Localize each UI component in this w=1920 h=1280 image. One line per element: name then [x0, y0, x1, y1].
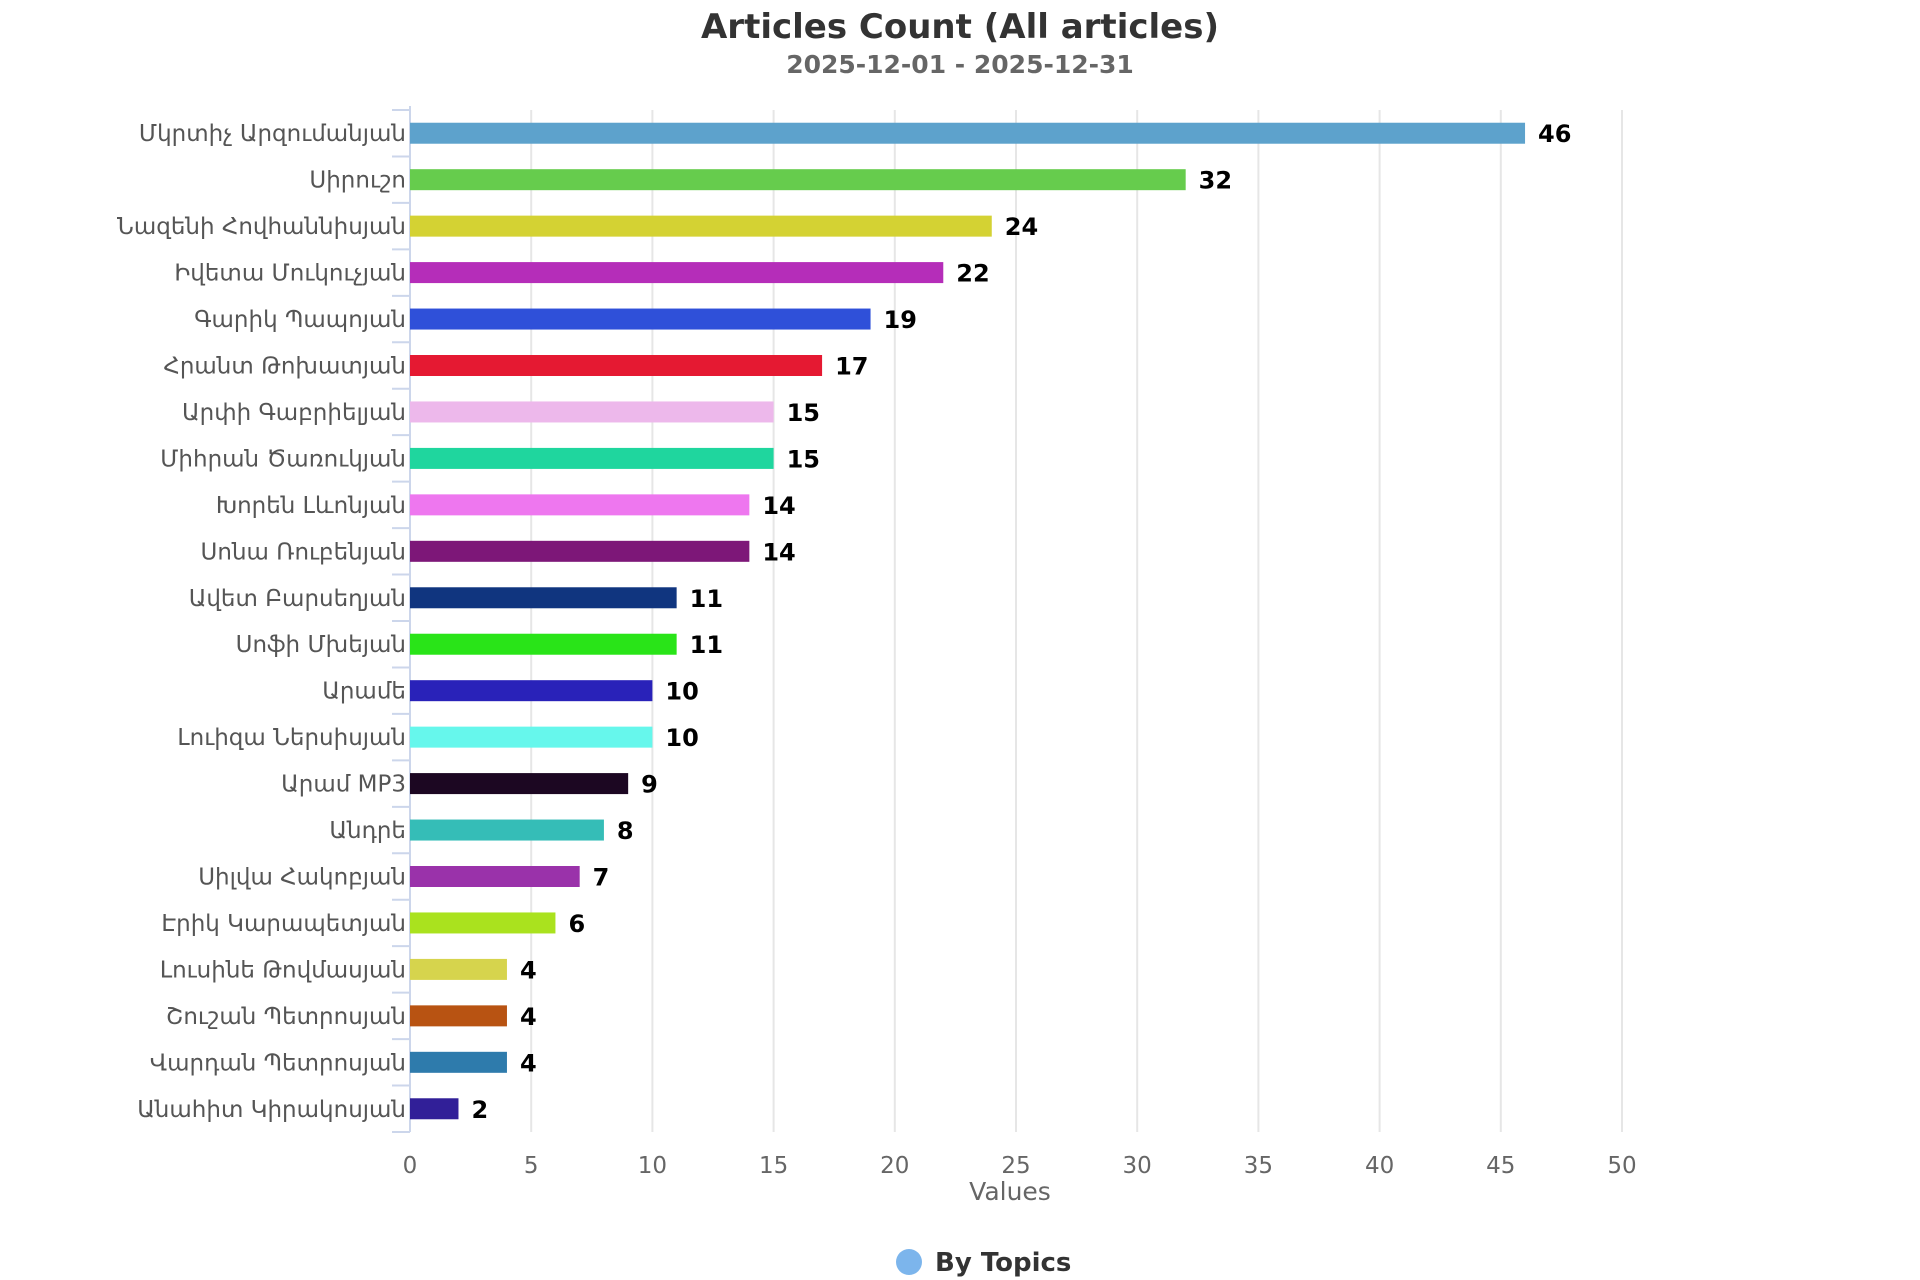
bar[interactable]	[410, 494, 750, 516]
data-label: 7	[593, 864, 610, 892]
x-tick-label: 40	[1365, 1153, 1394, 1179]
category-label: Իվետա Մուկուչյան	[174, 261, 406, 287]
bar[interactable]	[410, 401, 774, 423]
data-label: 15	[787, 445, 820, 473]
bar[interactable]	[410, 169, 1186, 191]
data-label: 9	[641, 771, 658, 799]
bar[interactable]	[410, 726, 653, 748]
bar[interactable]	[410, 540, 750, 562]
data-label: 17	[835, 353, 868, 381]
data-label: 10	[665, 678, 698, 706]
bar[interactable]	[410, 1005, 507, 1027]
x-tick-label: 5	[524, 1153, 539, 1179]
data-label: 4	[520, 956, 537, 984]
category-label: Արամ MP3	[281, 772, 406, 798]
x-tick-label: 15	[759, 1153, 788, 1179]
data-label: 6	[568, 910, 585, 938]
category-label: Ավետ Բարսեղյան	[189, 586, 406, 612]
category-label: Միհրան Ծառուկյան	[160, 446, 406, 472]
category-label: Անդրե	[329, 818, 406, 844]
category-label: Լուսինե Թովմասյան	[160, 957, 406, 983]
bar[interactable]	[410, 122, 1526, 144]
data-label: 19	[884, 306, 917, 334]
bar[interactable]	[410, 912, 556, 934]
category-label: Խորեն Լևոնյան	[216, 493, 406, 519]
data-label: 46	[1538, 120, 1571, 148]
bar[interactable]	[410, 355, 823, 376]
legend[interactable]: By Topics	[896, 1248, 1071, 1278]
category-label: Անահիտ Կիրակոսյան	[137, 1097, 406, 1123]
x-tick-label: 45	[1486, 1153, 1515, 1179]
data-label: 11	[690, 631, 723, 659]
category-label: Գարիկ Պապոյան	[194, 307, 406, 333]
category-labels: Մկրտիչ Արզումանյան Սիրուշո Նազենի Հովհաննի…	[117, 121, 406, 1123]
category-label: Սոնա Ռուբենյան	[201, 539, 406, 565]
category-label: Մկրտիչ Արզումանյան	[139, 121, 406, 147]
bar[interactable]	[410, 1098, 459, 1120]
data-label: 32	[1199, 167, 1232, 195]
data-label: 11	[690, 585, 723, 613]
bar[interactable]	[410, 680, 653, 702]
data-label: 14	[762, 492, 795, 520]
bar[interactable]	[410, 587, 677, 609]
x-axis-tick-labels: 0 5 10 15 20 25 30 35 40 45 50	[403, 1153, 1637, 1179]
data-label: 15	[787, 399, 820, 427]
data-label: 4	[520, 1049, 537, 1077]
bar[interactable]	[410, 1051, 507, 1073]
x-tick-label: 20	[880, 1153, 909, 1179]
x-tick-label: 50	[1607, 1153, 1636, 1179]
bar[interactable]	[410, 866, 580, 887]
x-tick-label: 25	[1001, 1153, 1030, 1179]
category-label: Սոֆի Մխեյան	[236, 632, 406, 658]
category-label: Արփի Գաբրիելյան	[182, 400, 406, 426]
x-tick-label: 0	[403, 1153, 418, 1179]
category-label: Վարդան Պետրոսյան	[150, 1050, 406, 1076]
x-tick-label: 30	[1123, 1153, 1152, 1179]
category-label: Լուիզա Ներսիսյան	[177, 725, 406, 751]
bar-series	[410, 122, 1526, 1120]
chart-title: Articles Count (All articles)	[701, 7, 1219, 47]
category-label: Հրանտ Թոխատյան	[163, 354, 406, 380]
category-label: Արամե	[322, 679, 406, 705]
data-label: 4	[520, 1003, 537, 1031]
data-label: 2	[471, 1096, 488, 1124]
data-label: 8	[617, 817, 634, 845]
category-label: Շուշան Պետրոսյան	[166, 1004, 406, 1030]
data-label: 14	[762, 538, 795, 566]
category-label: Սիլվա Հակոբյան	[198, 865, 406, 891]
legend-marker	[896, 1249, 922, 1275]
legend-label: By Topics	[935, 1248, 1071, 1278]
x-tick-label: 35	[1244, 1153, 1273, 1179]
chart-subtitle: 2025-12-01 - 2025-12-31	[786, 50, 1134, 79]
bar[interactable]	[410, 262, 944, 284]
data-label: 10	[665, 724, 698, 752]
data-label: 24	[1005, 213, 1038, 241]
category-label: Նազենի Հովհաննիսյան	[117, 214, 406, 240]
x-axis-title: Values	[969, 1177, 1051, 1206]
bar[interactable]	[410, 773, 629, 795]
bar[interactable]	[410, 958, 507, 980]
x-tick-label: 10	[638, 1153, 667, 1179]
bar[interactable]	[410, 308, 871, 330]
category-label: Սիրուշո	[309, 168, 406, 194]
bar[interactable]	[410, 819, 604, 841]
bar[interactable]	[410, 447, 774, 469]
bar[interactable]	[410, 215, 992, 237]
category-label: Էրիկ Կարապետյան	[161, 911, 406, 937]
bar[interactable]	[410, 633, 677, 655]
data-label: 22	[956, 260, 989, 288]
